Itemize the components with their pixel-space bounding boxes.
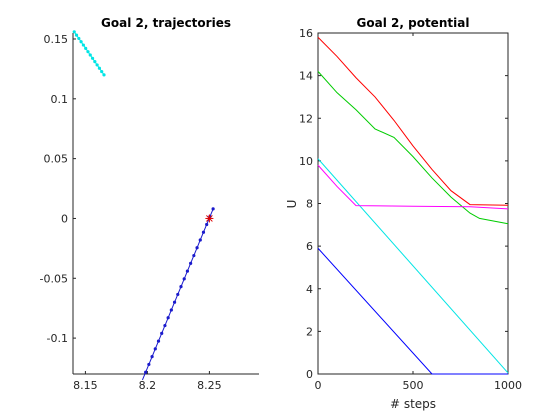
x-tick-label: 8.25: [197, 379, 222, 392]
series-point: [147, 362, 151, 367]
series-point: [201, 230, 206, 234]
y-tick-label: 4: [306, 283, 313, 296]
y-tick-label: 0.15: [44, 33, 69, 46]
series-point: [198, 238, 202, 242]
series-point: [192, 253, 196, 258]
y-tick-label: 12: [299, 112, 313, 125]
series-point: [90, 56, 95, 60]
series-point: [81, 43, 85, 47]
series-line-4: [317, 164, 509, 210]
series-point: [88, 53, 92, 57]
y-tick-label: 0.1: [51, 93, 69, 106]
series-point: [156, 339, 161, 343]
x-tick-label: 0: [315, 379, 322, 392]
series-point: [195, 246, 199, 250]
y-tick-label: 0: [61, 212, 68, 225]
chart-title-potential: Goal 2, potential: [357, 16, 470, 30]
y-tick-label: -0.1: [47, 332, 68, 345]
y-tick-label: 2: [306, 325, 313, 338]
x-tick-label: 8.2: [139, 379, 157, 392]
series-point: [84, 46, 88, 50]
series-point: [95, 63, 99, 67]
series-line-2: [317, 71, 509, 225]
y-tick-label: 10: [299, 155, 313, 168]
series-point: [144, 370, 148, 374]
y-tick-label: 8: [306, 198, 313, 211]
series-point: [182, 277, 186, 281]
series-point: [172, 300, 177, 304]
series-point: [169, 308, 173, 312]
series-line-1: [317, 36, 509, 206]
series-point: [153, 347, 157, 351]
y-tick-label: 16: [299, 27, 313, 40]
x-axis-label-potential: # steps: [390, 397, 436, 411]
series-point: [150, 355, 154, 359]
series-point: [86, 50, 90, 54]
y-tick-label: 6: [306, 240, 313, 253]
series-point: [211, 207, 215, 211]
y-tick-label: 0.05: [44, 153, 69, 166]
series-line-5: [317, 247, 508, 375]
y-tick-label: 14: [299, 70, 313, 83]
series-point: [160, 331, 164, 335]
y-axis-label-potential: U: [285, 200, 299, 209]
series-point: [176, 292, 180, 297]
series-point: [166, 316, 170, 320]
series-point: [205, 222, 209, 227]
series-point: [72, 30, 76, 34]
series-point: [100, 69, 104, 74]
series-point: [185, 269, 190, 273]
axes-box-potential: [317, 32, 509, 375]
series-point: [163, 323, 167, 328]
goal-marker: [205, 214, 214, 223]
series-line-3: [317, 158, 509, 374]
series-point: [179, 285, 183, 289]
chart-trajectories: Goal 2, trajectories 8.15 8.2 8.25 0.15 0.1…: [40, 16, 259, 392]
series-point: [97, 66, 102, 70]
series-point: [93, 60, 97, 64]
y-tick-label: -0.05: [40, 272, 68, 285]
series-point: [102, 73, 106, 77]
chart-potential: Goal 2, potential # steps U 0 500 1000 0 2 4…: [285, 16, 522, 411]
series-point: [77, 36, 81, 41]
y-tick-label: 0: [306, 368, 313, 381]
x-tick-label: 500: [403, 379, 424, 392]
series-point: [79, 40, 83, 44]
x-tick-label: 8.15: [73, 379, 98, 392]
series-point: [189, 261, 193, 265]
series-point: [74, 33, 79, 37]
chart-title-trajectories: Goal 2, trajectories: [101, 16, 231, 30]
x-tick-label: 1000: [494, 379, 522, 392]
